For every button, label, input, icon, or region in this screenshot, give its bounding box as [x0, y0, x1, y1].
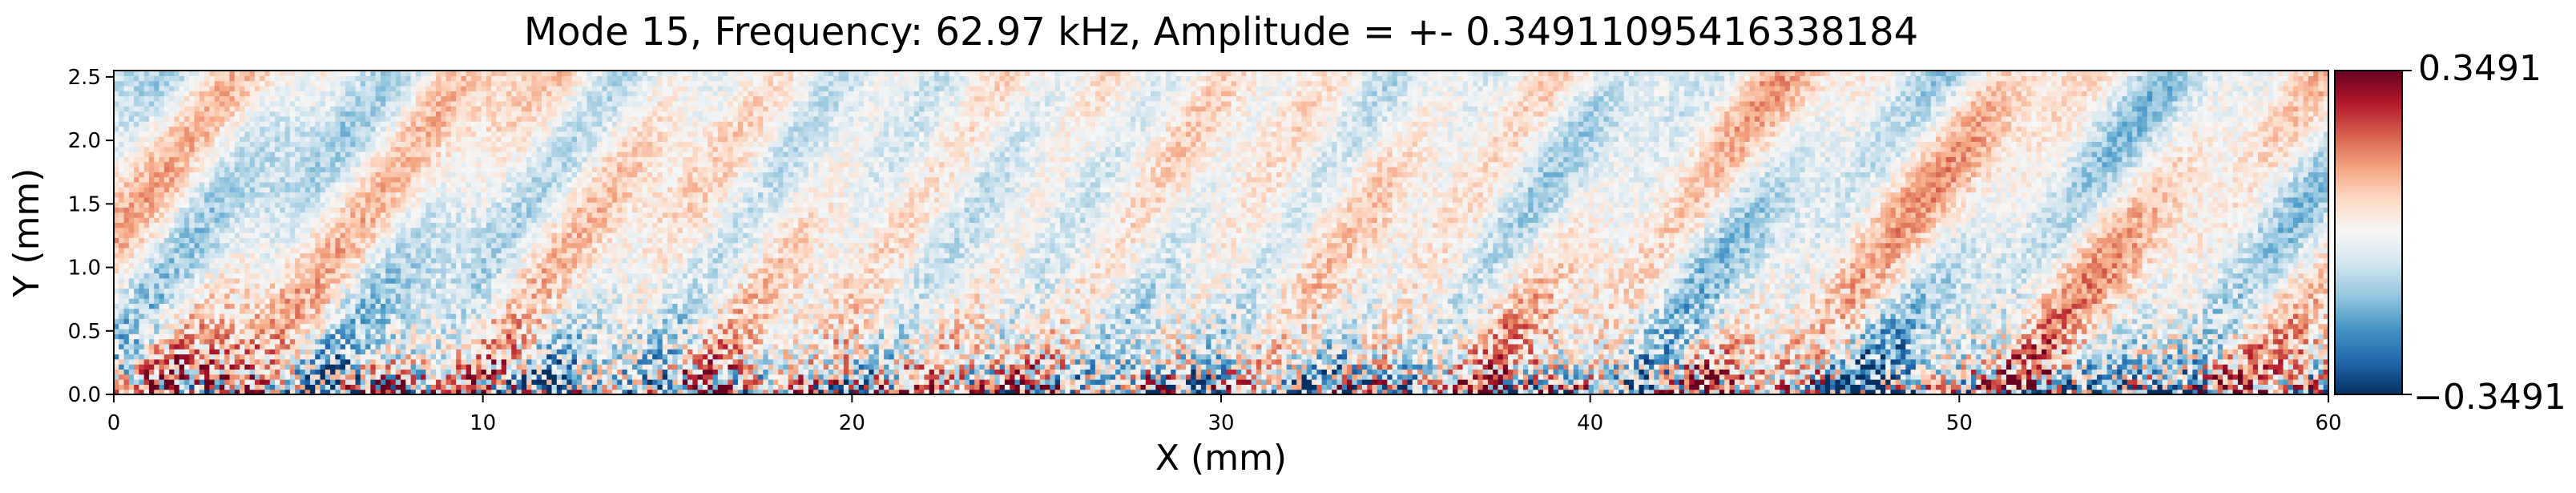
x-tick-label: 10 [470, 411, 496, 435]
y-tick-label: 0.0 [68, 383, 101, 407]
x-tick-label: 20 [839, 411, 865, 435]
y-tick-label: 2.5 [68, 66, 101, 90]
colorbar-label-min: −0.3491 [2413, 377, 2566, 418]
x-tick-label: 60 [2315, 411, 2341, 435]
x-tick-label: 40 [1577, 411, 1603, 435]
x-tick-label: 30 [1207, 411, 1234, 435]
y-tick-label: 0.5 [68, 320, 101, 344]
y-axis-label: Y (mm) [6, 168, 47, 298]
chart-title: Mode 15, Frequency: 62.97 kHz, Amplitude… [524, 10, 1918, 55]
y-axis-ticks: 0.0 0.5 1.0 1.5 2.0 2.5 [68, 66, 114, 407]
y-tick-label: 1.0 [68, 257, 101, 281]
y-tick-label: 2.0 [68, 129, 101, 153]
colorbar-label-max: 0.3491 [2418, 48, 2542, 89]
heatmap-field [114, 71, 2329, 395]
colorbar [2335, 71, 2402, 394]
y-tick-label: 1.5 [68, 192, 101, 216]
x-tick-label: 50 [1946, 411, 1973, 435]
x-axis-label: X (mm) [1155, 438, 1287, 479]
x-axis-ticks: 0 10 20 30 40 50 60 [107, 394, 2342, 435]
x-tick-label: 0 [107, 411, 121, 435]
